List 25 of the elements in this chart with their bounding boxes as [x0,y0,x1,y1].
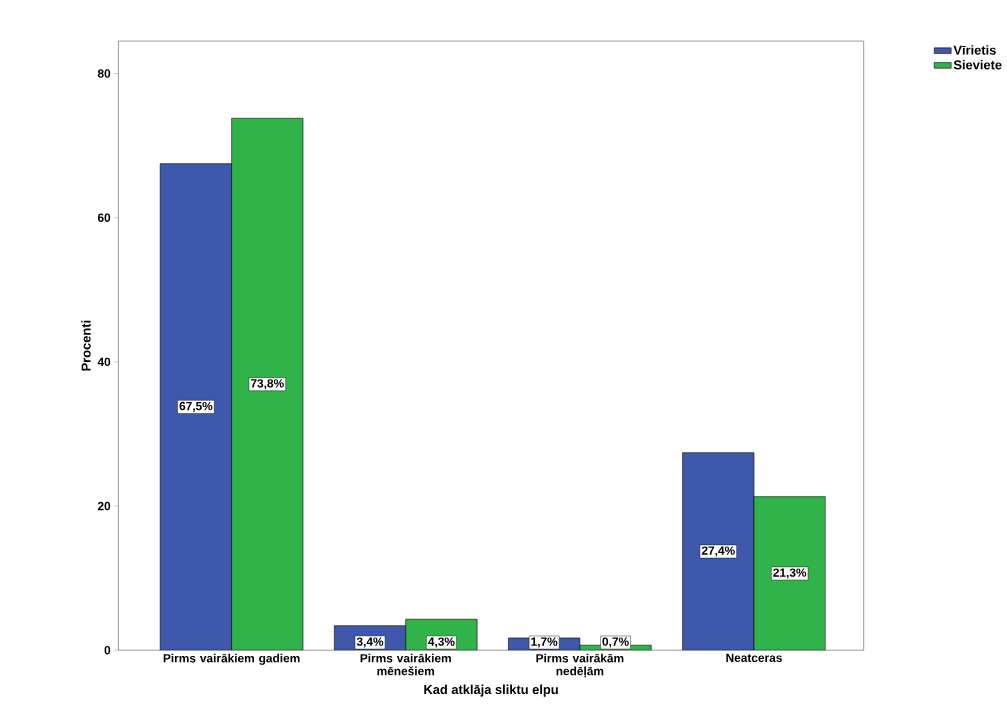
y-tick-label: 80 [97,69,111,78]
data-label: 21,3% [773,568,807,579]
y-tick-label: 0 [104,645,111,655]
data-label: 67,5% [179,401,213,412]
legend-label: Vīrietis [953,45,996,55]
x-axis-title: Kad atklāja sliktu elpu [424,684,558,697]
data-label: 1,7% [531,637,558,648]
x-tick-label: Pirms vairākām nedēļām [536,653,624,678]
y-tick-label: 20 [97,501,111,511]
bar [231,117,304,651]
bar [682,452,755,651]
legend-label: Sieviete [953,59,1002,70]
x-tick-label: Neatceras [726,653,782,662]
data-label: 3,4% [356,637,384,648]
data-label: 27,4% [701,546,735,557]
data-label: 73,8% [250,378,284,390]
x-tick-label: Pirms vairākiem gadiem [163,653,300,665]
bar [753,496,826,651]
bar [159,163,232,651]
y-tick-label: 40 [97,357,111,366]
y-tick-label: 60 [97,213,111,222]
x-tick-label: Pirms vairākiem mēnešiem [360,653,451,676]
data-label: 0,7% [602,637,629,648]
data-label: 4,3% [428,637,455,648]
y-axis-title: Procenti [81,320,91,371]
